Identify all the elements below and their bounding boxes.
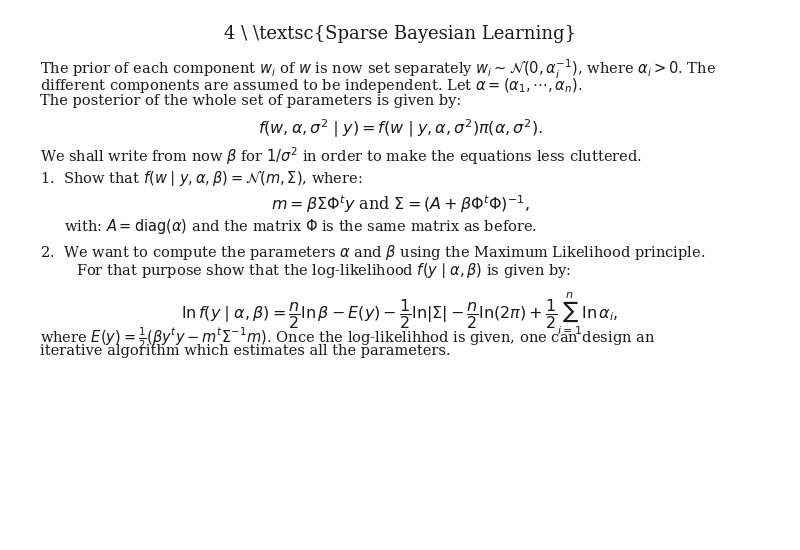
Text: The posterior of the whole set of parameters is given by:: The posterior of the whole set of parame… [40, 94, 462, 108]
Text: The prior of each component $w_i$ of $w$ is now set separately $w_i \sim \mathca: The prior of each component $w_i$ of $w$… [40, 58, 716, 81]
Text: different components are assumed to be independent. Let $\alpha = (\alpha_1, \cd: different components are assumed to be i… [40, 76, 582, 95]
Text: 2.  We want to compute the parameters $\alpha$ and $\beta$ using the Maximum Lik: 2. We want to compute the parameters $\a… [40, 243, 706, 262]
Text: $f(w, \alpha, \sigma^2 \mid y) = f(w \mid y, \alpha, \sigma^2)\pi(\alpha, \sigma: $f(w, \alpha, \sigma^2 \mid y) = f(w \mi… [258, 118, 542, 140]
Text: For that purpose show that the log-likelihood $f(y \mid \alpha, \beta)$ is given: For that purpose show that the log-likel… [76, 261, 571, 280]
Text: 1.  Show that $f(w \mid y, \alpha, \beta) = \mathcal{N}(m, \Sigma)$, where:: 1. Show that $f(w \mid y, \alpha, \beta)… [40, 169, 362, 189]
Text: We shall write from now $\beta$ for $1/\sigma^2$ in order to make the equations : We shall write from now $\beta$ for $1/\… [40, 146, 642, 167]
Text: 4 \ \textsc{Sparse Bayesian Learning}: 4 \ \textsc{Sparse Bayesian Learning} [224, 25, 576, 43]
Text: where $E(y) = \frac{1}{2}(\beta y^t y - m^t\Sigma^{-1}m)$. Once the log-likelihh: where $E(y) = \frac{1}{2}(\beta y^t y - … [40, 326, 655, 351]
Text: iterative algorithm which estimates all the parameters.: iterative algorithm which estimates all … [40, 344, 450, 358]
Text: $\ln f(y \mid \alpha, \beta) = \dfrac{n}{2}\ln\beta - E(y) - \dfrac{1}{2}\ln|\Si: $\ln f(y \mid \alpha, \beta) = \dfrac{n}… [182, 290, 618, 337]
Text: with: $A = \mathrm{diag}(\alpha)$ and the matrix $\Phi$ is the same matrix as be: with: $A = \mathrm{diag}(\alpha)$ and th… [64, 217, 537, 236]
Text: $m = \beta\Sigma\Phi^t y$ and $\Sigma = (A + \beta\Phi^t\Phi)^{-1},$: $m = \beta\Sigma\Phi^t y$ and $\Sigma = … [270, 194, 530, 215]
